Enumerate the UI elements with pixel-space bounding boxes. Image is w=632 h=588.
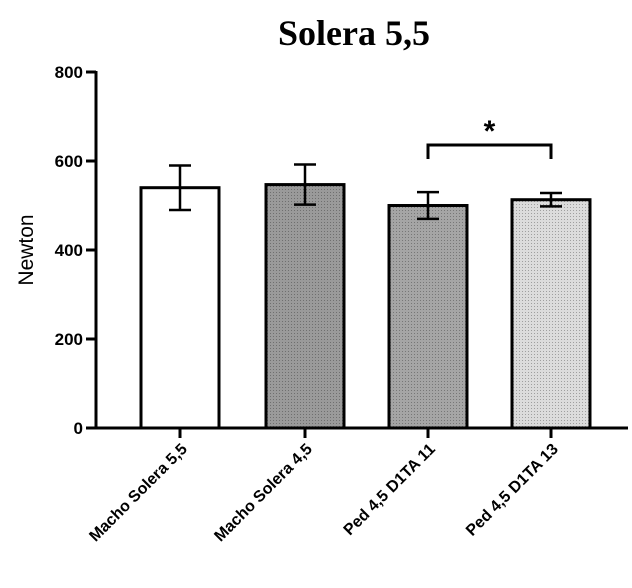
y-tick-label: 0 xyxy=(74,419,83,438)
y-tick-label: 800 xyxy=(55,63,83,82)
chart-title: Solera 5,5 xyxy=(278,13,430,53)
x-tick-label: Macho Solera 4,5 xyxy=(211,441,316,546)
y-tick-label: 600 xyxy=(55,152,83,171)
bar-texture-3 xyxy=(389,205,467,428)
x-tick-label: Ped 4,5 D1TA 11 xyxy=(341,441,439,539)
bar-texture-4 xyxy=(512,199,590,428)
plot-area: 0 200 400 600 800 Macho Solera 5,5 Macho Soler… xyxy=(55,63,628,545)
significance-marker: * xyxy=(484,115,496,148)
x-tick-label: Ped 4,5 D1TA 13 xyxy=(463,441,562,540)
y-tick-label: 200 xyxy=(55,330,83,349)
significance-bracket xyxy=(426,143,553,159)
bar-texture-2 xyxy=(266,184,344,428)
x-tick-label: Macho Solera 5,5 xyxy=(86,441,191,546)
y-tick-label: 400 xyxy=(55,241,83,260)
bar-1 xyxy=(141,187,219,428)
y-axis-label: Newton xyxy=(15,214,38,285)
